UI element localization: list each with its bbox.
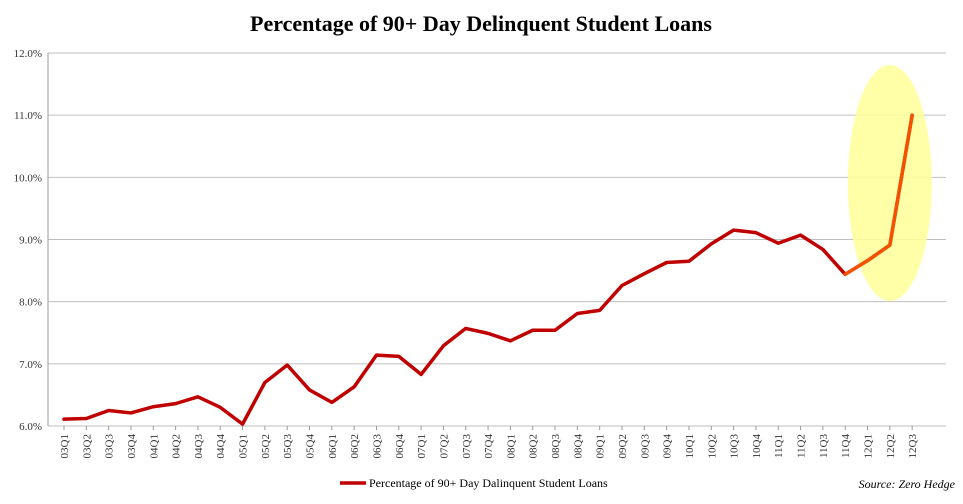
x-tick-label: 11Q1 [773,434,785,458]
x-tick-label: 09Q4 [662,434,674,459]
x-tick-label: 11Q4 [840,434,852,459]
x-tick-label: 08Q1 [505,434,517,458]
x-tick-label: 10Q4 [751,434,763,459]
x-tick-label: 03Q2 [81,434,93,458]
x-tick-label: 05Q4 [305,434,317,459]
x-tick-label: 07Q3 [461,434,473,459]
y-axis: 6.0% 7.0% 8.0% 9.0% 10.0% 11.0% 12.0% [14,48,49,433]
x-tick-label: 05Q2 [260,434,272,458]
x-tick-label: 08Q3 [550,434,562,459]
x-tick-label: 03Q4 [126,434,138,459]
legend: Percentage of 90+ Day Dalinquent Student… [340,476,608,490]
x-tick-label: 12Q1 [863,434,875,458]
x-tick-label: 04Q4 [215,434,227,459]
y-tick-label: 8.0% [19,297,42,309]
x-tick-label: 06Q3 [371,434,383,459]
legend-label: Percentage of 90+ Day Dalinquent Student… [369,476,608,490]
x-tick-label: 12Q3 [907,434,919,459]
x-tick-label: 04Q1 [148,434,160,458]
series-area [62,113,914,426]
x-tick-label: 10Q2 [706,434,718,458]
x-tick-label: 06Q1 [327,434,339,458]
x-tick-label: 03Q1 [59,434,71,458]
x-tick-label: 05Q3 [282,434,294,459]
x-tick-label: 08Q4 [572,434,584,459]
x-tick-label: 06Q2 [349,434,361,458]
x-tick-label: 03Q3 [104,434,116,459]
x-tick-label: 07Q4 [483,434,495,459]
x-tick-label: 10Q3 [729,434,741,459]
x-tick-label: 08Q2 [528,434,540,458]
gridlines [48,52,946,427]
y-tick-label: 12.0% [14,48,42,60]
x-tick-label: 11Q2 [796,434,808,458]
x-tick-label: 09Q3 [639,434,651,459]
x-tick-label: 11Q3 [818,434,830,459]
x-tick-label: 04Q3 [193,434,205,459]
x-tick-label: 05Q1 [238,434,250,458]
x-tick-label: 04Q2 [171,434,183,458]
x-tick-label: 09Q2 [617,434,629,458]
x-tick-label: 10Q1 [684,434,696,458]
x-axis: 03Q1 03Q2 03Q3 03Q4 04Q1 04Q2 04Q3 04Q4 05Q1 05Q2… [59,426,919,458]
chart-title: Percentage of 90+ Day Delinquent Student… [250,11,712,36]
x-tick-label: 07Q2 [438,434,450,458]
series-line-highlight [843,113,914,277]
x-tick-label: 12Q2 [885,434,897,458]
x-tick-label: 07Q1 [416,434,428,458]
series-line [62,113,914,426]
y-tick-label: 7.0% [19,359,42,371]
x-tick-label: 06Q4 [394,434,406,459]
y-tick-label: 6.0% [19,421,42,433]
source-note: Source: Zero Hedge [859,477,956,491]
x-tick-label: 09Q1 [595,434,607,458]
y-tick-label: 10.0% [14,172,42,184]
y-tick-label: 9.0% [19,235,42,247]
y-tick-label: 11.0% [14,110,42,122]
